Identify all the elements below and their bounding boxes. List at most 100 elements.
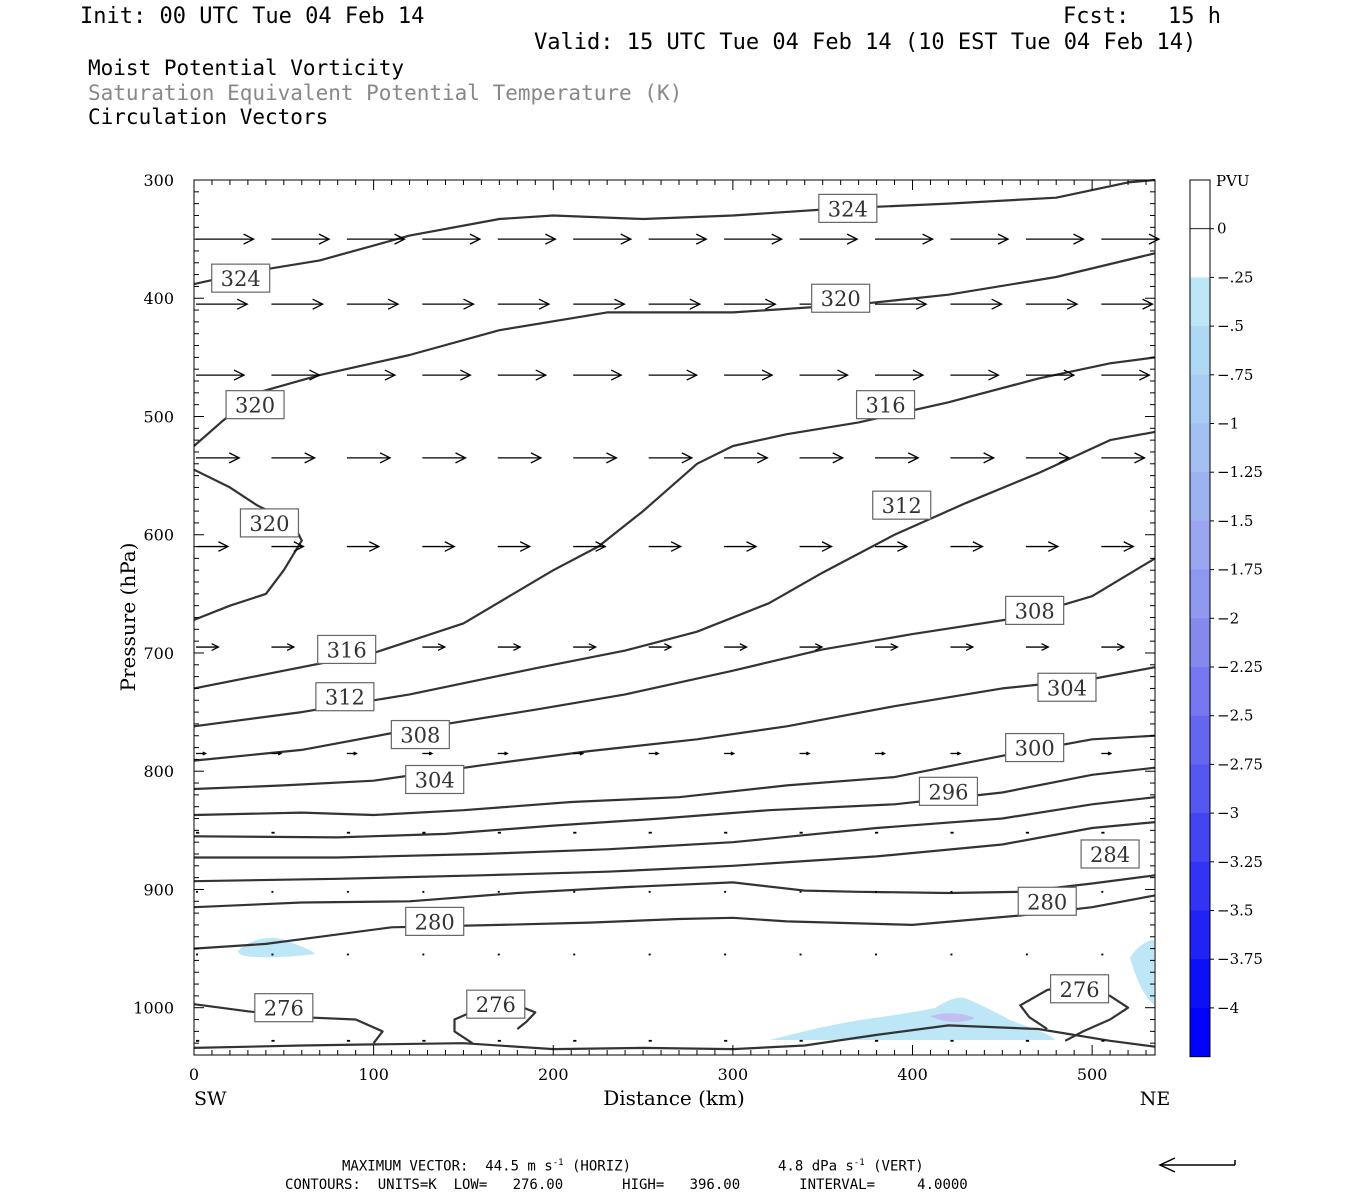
max-vector-vert-exp: -1 bbox=[853, 1158, 865, 1168]
circulation-vector bbox=[271, 643, 296, 652]
contour-label-text: 308 bbox=[1015, 599, 1055, 623]
contour-label-text: 284 bbox=[1090, 843, 1130, 867]
x-tick-label: 200 bbox=[538, 1065, 569, 1084]
pv-colorbar: 0 −.25 −.5 −.75 −1 −1.25 −1.5 −1.75 −2 −2.25 −2.5 −… bbox=[1189, 179, 1263, 1058]
colorbar-swatch bbox=[1190, 228, 1210, 278]
circulation-vector bbox=[799, 233, 859, 245]
circulation-vector bbox=[497, 643, 522, 652]
circulation-vector bbox=[1025, 643, 1050, 652]
y-tick-label: 1000 bbox=[133, 999, 174, 1018]
circulation-vector bbox=[573, 541, 607, 552]
contour-label: 324 bbox=[818, 193, 878, 223]
colorbar-swatch bbox=[1190, 520, 1210, 571]
contour-label-text: 316 bbox=[327, 638, 367, 662]
colorbar-swatch bbox=[1190, 667, 1210, 717]
contour-label: 308 bbox=[390, 719, 450, 750]
colorbar-swatch bbox=[1190, 813, 1210, 863]
contour-label-text: 320 bbox=[821, 287, 861, 311]
colorbar-swatch bbox=[1190, 423, 1210, 473]
circulation-vector bbox=[422, 298, 475, 310]
circulation-vector bbox=[573, 452, 618, 464]
colorbar-swatch bbox=[1190, 861, 1210, 911]
circulation-vector bbox=[497, 233, 557, 245]
contour-label-text: 304 bbox=[1047, 676, 1087, 700]
field-title-mpv: Moist Potential Vorticity bbox=[88, 56, 405, 80]
colorbar-swatch bbox=[1190, 1007, 1210, 1058]
circulation-vector bbox=[196, 643, 220, 652]
contour-label-text: 312 bbox=[882, 494, 922, 518]
colorbar-level-label: −1.25 bbox=[1217, 463, 1263, 481]
colorbar-level-label: −4 bbox=[1217, 999, 1239, 1017]
circulation-vector bbox=[799, 541, 833, 552]
colorbar-swatch bbox=[1190, 277, 1210, 327]
contour-line-296-8 bbox=[193, 766, 1156, 839]
colorbar-swatch bbox=[1190, 374, 1210, 424]
y-tick-label: 500 bbox=[143, 407, 174, 426]
pv-shade-lavender bbox=[930, 1013, 975, 1022]
colorbar-level-label: −3.5 bbox=[1217, 902, 1253, 920]
forecast-hour: 15 h bbox=[1168, 4, 1221, 29]
colorbar-swatch bbox=[1190, 618, 1210, 668]
circulation-vector bbox=[497, 298, 551, 310]
circulation-vector bbox=[497, 369, 548, 381]
y-tick-label: 300 bbox=[143, 171, 174, 190]
circulation-vector bbox=[346, 298, 400, 310]
contour-label-text: 312 bbox=[325, 686, 365, 710]
contour-label: 280 bbox=[405, 906, 465, 936]
circulation-vector bbox=[196, 751, 208, 756]
contour-label: 276 bbox=[1049, 974, 1110, 1004]
circulation-vector bbox=[724, 233, 784, 245]
circulation-vector bbox=[497, 452, 543, 464]
contour-label-text: 276 bbox=[1060, 978, 1100, 1002]
contour-line-320-2 bbox=[193, 468, 303, 621]
circulation-vector bbox=[648, 751, 660, 756]
circulation-vector bbox=[950, 643, 975, 652]
contour-label-text: 316 bbox=[866, 394, 906, 418]
contour-label: 312 bbox=[315, 682, 375, 712]
colorbar-swatch bbox=[1190, 959, 1210, 1009]
circulation-vector bbox=[196, 541, 230, 552]
ne-end-label: NE bbox=[1140, 1088, 1171, 1110]
x-tick-label: 400 bbox=[897, 1065, 928, 1084]
x-axis-title: Distance (km) bbox=[603, 1086, 745, 1110]
x-tick-label: 0 bbox=[189, 1065, 199, 1084]
circulation-vector bbox=[422, 541, 456, 552]
circulation-vector bbox=[422, 233, 482, 245]
circulation-vector bbox=[950, 541, 984, 552]
contour-label: 276 bbox=[254, 993, 314, 1023]
colorbar-level-label: 0 bbox=[1217, 220, 1227, 238]
contour-label: 300 bbox=[1005, 732, 1065, 763]
circulation-vector bbox=[271, 233, 331, 245]
pv-shade-right bbox=[1130, 940, 1154, 1005]
circulation-vector bbox=[346, 369, 397, 381]
circulation-vector bbox=[724, 298, 777, 310]
y-tick-label: 700 bbox=[143, 644, 174, 663]
circulation-vector bbox=[874, 233, 935, 245]
colorbar-swatch bbox=[1190, 180, 1210, 230]
circulation-vector bbox=[1101, 369, 1151, 381]
circulation-vector bbox=[346, 751, 358, 756]
contour-label-text: 276 bbox=[476, 993, 516, 1017]
reference-vector-arrow bbox=[1158, 1157, 1236, 1173]
circulation-vector bbox=[573, 233, 633, 245]
contour-label: 276 bbox=[466, 989, 526, 1019]
colorbar-level-label: −.25 bbox=[1217, 268, 1253, 286]
circulation-vector bbox=[1101, 452, 1146, 464]
circulation-vector bbox=[497, 541, 532, 552]
contour-label: 320 bbox=[225, 390, 285, 420]
circulation-vector bbox=[799, 452, 845, 464]
circulation-vector bbox=[497, 751, 509, 756]
contour-label: 284 bbox=[1080, 839, 1140, 869]
colorbar-swatch bbox=[1190, 715, 1210, 765]
forecast-label: Fcst: bbox=[1063, 4, 1130, 29]
contour-label-text: 320 bbox=[235, 394, 275, 418]
colorbar-level-label: −.5 bbox=[1217, 317, 1244, 335]
contour-label-text: 296 bbox=[928, 780, 968, 804]
x-tick-label: 100 bbox=[358, 1065, 389, 1084]
max-vector-vert-line: 4.8 dPa s-1 (VERT) bbox=[778, 1158, 924, 1175]
circulation-vector bbox=[799, 751, 811, 756]
colorbar-title: PVU bbox=[1216, 172, 1250, 190]
colorbar-level-label: −1 bbox=[1217, 415, 1239, 433]
circulation-vector bbox=[1025, 233, 1085, 245]
